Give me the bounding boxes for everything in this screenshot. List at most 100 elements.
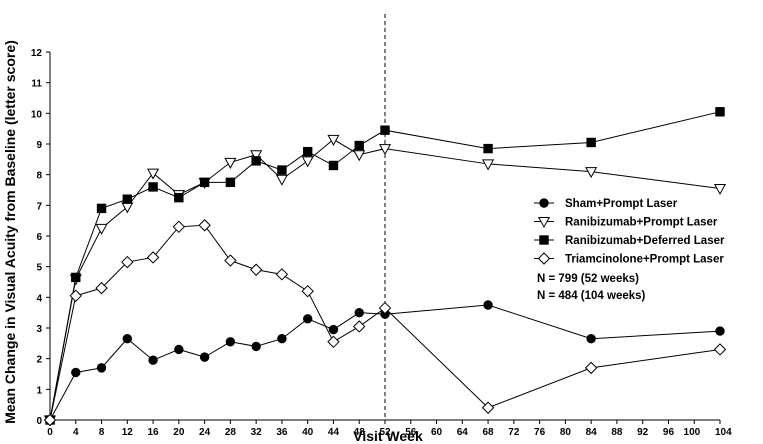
legend-label-ranibizumab-prompt-laser: Ranibizumab+Prompt Laser xyxy=(565,217,718,229)
data-point-triamcinolone-prompt-laser xyxy=(713,343,727,356)
x-tick-label: 68 xyxy=(483,427,495,438)
series-triamcinolone-prompt-laser xyxy=(43,219,727,427)
x-tick-label: 84 xyxy=(586,427,598,438)
legend-marker-ranibizumab-prompt-laser xyxy=(537,217,551,229)
x-tick-label: 88 xyxy=(611,427,623,438)
x-tick-label: 8 xyxy=(99,427,105,438)
legend-marker-sham-prompt-laser xyxy=(539,198,549,208)
legend-marker-ranibizumab-deferred-laser xyxy=(539,235,549,245)
data-point-ranibizumab-prompt-laser xyxy=(378,144,392,156)
y-tick-label: 0 xyxy=(36,416,42,427)
data-point-sham-prompt-laser xyxy=(302,314,313,324)
x-tick-label: 20 xyxy=(173,427,185,438)
y-tick-label: 7 xyxy=(36,201,42,212)
data-point-sham-prompt-laser xyxy=(354,307,364,318)
data-point-ranibizumab-deferred-laser xyxy=(328,160,339,171)
data-point-sham-prompt-laser xyxy=(148,355,158,365)
data-point-sham-prompt-laser xyxy=(96,363,107,373)
data-point-ranibizumab-deferred-laser xyxy=(354,140,364,151)
x-tick-label: 92 xyxy=(637,427,649,438)
data-point-ranibizumab-deferred-laser xyxy=(122,194,133,204)
data-point-ranibizumab-deferred-laser xyxy=(715,107,725,117)
data-point-ranibizumab-prompt-laser xyxy=(147,168,160,180)
x-tick-label: 64 xyxy=(457,427,469,438)
y-tick-label: 3 xyxy=(36,324,42,335)
data-point-ranibizumab-prompt-laser xyxy=(275,174,288,186)
x-tick-label: 48 xyxy=(354,427,366,438)
x-tick-label: 40 xyxy=(302,427,314,438)
data-point-sham-prompt-laser xyxy=(71,367,81,378)
x-tick-label: 56 xyxy=(405,427,417,438)
data-point-triamcinolone-prompt-laser xyxy=(327,335,340,349)
data-point-ranibizumab-deferred-laser xyxy=(148,182,158,192)
legend-label-triamcinolone-prompt-laser: Triamcinolone+Prompt Laser xyxy=(565,254,724,266)
data-point-ranibizumab-deferred-laser xyxy=(96,203,107,214)
legend-marker-triamcinolone-prompt-laser xyxy=(537,252,551,265)
data-point-ranibizumab-deferred-laser xyxy=(380,125,390,135)
data-point-ranibizumab-prompt-laser xyxy=(327,134,340,146)
data-point-ranibizumab-prompt-laser xyxy=(95,223,108,235)
data-point-sham-prompt-laser xyxy=(715,326,725,336)
x-tick-label: 32 xyxy=(251,427,263,438)
x-tick-label: 104 xyxy=(715,427,732,438)
y-tick-label: 6 xyxy=(36,232,42,243)
x-tick-label: 52 xyxy=(379,427,391,438)
x-tick-label: 100 xyxy=(684,427,701,438)
sample-size-52-weeks: N = 799 (52 weeks) xyxy=(537,273,639,285)
x-tick-label: 16 xyxy=(148,427,160,438)
data-point-ranibizumab-deferred-laser xyxy=(199,177,210,188)
y-tick-label: 5 xyxy=(36,263,42,274)
y-tick-label: 12 xyxy=(31,48,43,59)
data-point-triamcinolone-prompt-laser xyxy=(198,219,211,232)
data-point-triamcinolone-prompt-laser xyxy=(146,251,160,264)
x-tick-label: 28 xyxy=(225,427,237,438)
series-ranibizumab-prompt-laser xyxy=(43,134,727,427)
data-point-sham-prompt-laser xyxy=(122,334,133,344)
data-point-triamcinolone-prompt-laser xyxy=(301,284,314,298)
data-point-ranibizumab-prompt-laser xyxy=(121,202,134,214)
x-tick-label: 72 xyxy=(508,427,520,438)
y-tick-label: 11 xyxy=(31,79,42,90)
data-point-sham-prompt-laser xyxy=(174,344,184,355)
legend-label-ranibizumab-deferred-laser: Ranibizumab+Deferred Laser xyxy=(565,235,725,247)
data-point-sham-prompt-laser xyxy=(225,337,236,347)
data-point-ranibizumab-deferred-laser xyxy=(251,156,261,166)
data-point-ranibizumab-deferred-laser xyxy=(71,272,81,283)
series-layer xyxy=(43,107,727,427)
x-tick-label: 12 xyxy=(122,427,134,438)
data-point-triamcinolone-prompt-laser xyxy=(69,289,82,303)
x-tick-label: 36 xyxy=(276,427,288,438)
data-point-triamcinolone-prompt-laser xyxy=(353,320,366,333)
data-point-ranibizumab-deferred-laser xyxy=(277,165,287,175)
data-point-ranibizumab-prompt-laser xyxy=(353,150,366,162)
y-axis-title: Mean Change in Visual Acuity from Baseli… xyxy=(2,40,18,424)
x-tick-label: 44 xyxy=(328,427,340,438)
data-point-triamcinolone-prompt-laser xyxy=(224,254,237,267)
x-axis-ticks: 0 4 8 12 16 20 24 28 32 36 40 44 48 52 56 60 64 68 72 76 80 8… xyxy=(47,420,732,438)
y-tick-label: 8 xyxy=(36,171,42,182)
data-point-sham-prompt-laser xyxy=(586,334,596,344)
x-tick-label: 4 xyxy=(73,427,79,438)
y-tick-label: 1 xyxy=(36,385,42,396)
x-tick-label: 24 xyxy=(199,427,211,438)
x-axis-title: Visit Week xyxy=(353,428,423,444)
data-point-sham-prompt-laser xyxy=(199,352,210,362)
y-tick-label: 9 xyxy=(36,140,42,151)
data-point-triamcinolone-prompt-laser xyxy=(378,301,392,315)
data-point-ranibizumab-prompt-laser xyxy=(301,156,314,168)
sample-size-104-weeks: N = 484 (104 weeks) xyxy=(537,290,646,302)
series-sham-prompt-laser xyxy=(45,300,725,425)
data-point-sham-prompt-laser xyxy=(277,334,287,344)
data-point-ranibizumab-deferred-laser xyxy=(483,143,493,154)
data-point-ranibizumab-deferred-laser xyxy=(174,192,184,203)
x-tick-label: 96 xyxy=(663,427,675,438)
data-point-ranibizumab-prompt-laser xyxy=(713,183,727,196)
data-point-sham-prompt-laser xyxy=(251,341,261,352)
data-point-ranibizumab-prompt-laser xyxy=(250,150,263,162)
data-point-triamcinolone-prompt-laser xyxy=(275,268,289,281)
data-point-triamcinolone-prompt-laser xyxy=(43,413,57,427)
y-tick-label: 10 xyxy=(31,109,43,120)
x-tick-label: 60 xyxy=(431,427,443,438)
